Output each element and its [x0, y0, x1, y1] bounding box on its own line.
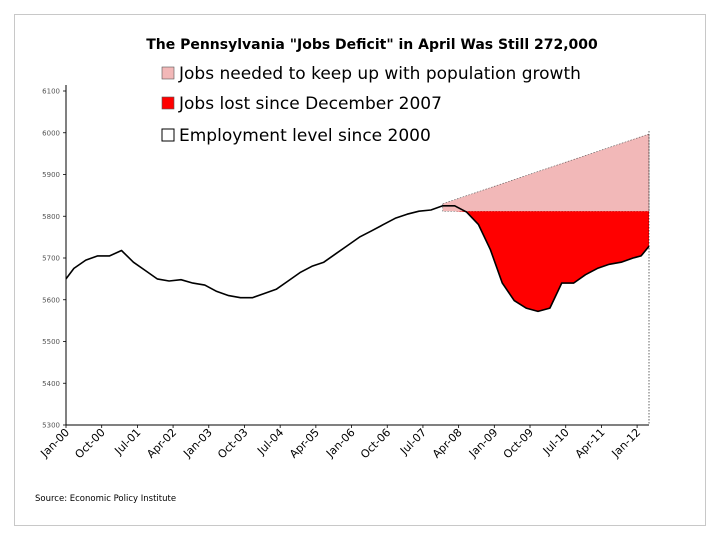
legend-item-employment: Employment level since 2000	[161, 126, 431, 146]
x-tick-label: Oct-06	[358, 426, 393, 461]
plot-area	[65, 133, 650, 313]
legend-item-population: Jobs needed to keep up with population g…	[161, 64, 581, 84]
employment-line	[65, 205, 650, 313]
jobs-deficit-chart: The Pennsylvania "Jobs Deficit" in April…	[35, 37, 650, 504]
x-tick-label: Oct-00	[72, 426, 107, 461]
legend-label-jobs-lost: Jobs lost since December 2007	[178, 94, 442, 114]
legend-item-jobs-lost: Jobs lost since December 2007	[161, 94, 442, 114]
legend-swatch-jobs-lost	[161, 96, 175, 110]
x-tick-label: Oct-09	[501, 426, 536, 461]
x-tick-label: Oct-03	[215, 426, 250, 461]
legend-swatch-employment	[161, 128, 175, 142]
y-axis: 5300 5400 5500 5600 5700 5800 5900 6000 6100	[42, 85, 67, 430]
legend-label-population: Jobs needed to keep up with population g…	[178, 64, 581, 84]
chart-frame: The Pennsylvania "Jobs Deficit" in April…	[14, 14, 706, 526]
x-tick-label: Apr-05	[287, 426, 322, 461]
y-tick-label: 5800	[42, 213, 60, 221]
y-tick-label: 6100	[42, 88, 60, 96]
y-tick-label: 5300	[42, 422, 60, 430]
x-tick-label: Jan-00	[38, 426, 73, 461]
jobs-lost-area	[442, 211, 649, 312]
x-tick-label: Jul-04	[254, 426, 286, 458]
x-tick-label: Jul-07	[397, 426, 429, 458]
y-tick-label: 5900	[42, 171, 60, 179]
x-tick-label: Apr-02	[144, 426, 179, 461]
y-tick-label: 6000	[42, 129, 60, 137]
x-tick-label: Jan-09	[466, 426, 501, 461]
x-tick-label: Jan-06	[323, 426, 358, 461]
legend-label-employment: Employment level since 2000	[179, 126, 431, 146]
x-tick-label: Apr-11	[573, 426, 608, 461]
chart-title: The Pennsylvania "Jobs Deficit" in April…	[146, 37, 598, 53]
population-growth-area	[442, 133, 650, 212]
x-tick-label: Jan-12	[609, 426, 644, 461]
legend: Jobs needed to keep up with population g…	[161, 64, 581, 146]
y-tick-label: 5600	[42, 296, 60, 304]
x-tick-label: Jul-01	[112, 426, 144, 458]
legend-swatch-population	[161, 66, 175, 80]
y-tick-label: 5500	[42, 338, 60, 346]
source-note: Source: Economic Policy Institute	[35, 494, 176, 504]
x-tick-label: Jan-03	[180, 426, 215, 461]
y-tick-label: 5400	[42, 380, 60, 388]
x-tick-label: Apr-08	[430, 426, 465, 461]
y-tick-label: 5700	[42, 255, 60, 263]
x-tick-label: Jul-10	[540, 426, 572, 458]
